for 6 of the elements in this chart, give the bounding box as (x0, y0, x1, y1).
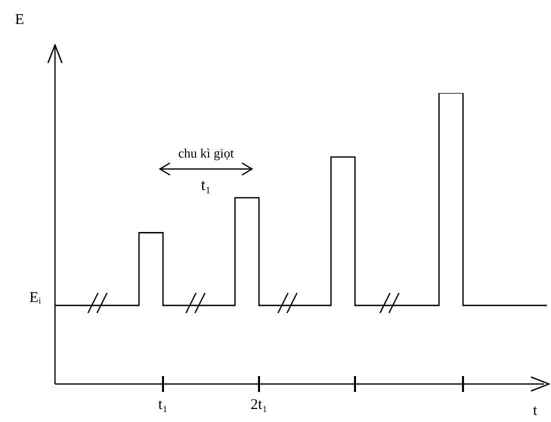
y-axis-title: E (15, 12, 24, 28)
x-axis-title: t (533, 402, 538, 419)
annotation: t₁ (200, 177, 212, 194)
x-tick-label: 2t₁ (250, 396, 268, 413)
annotation: chu kì giọt (178, 145, 234, 160)
text: Eᵢ (29, 290, 42, 306)
